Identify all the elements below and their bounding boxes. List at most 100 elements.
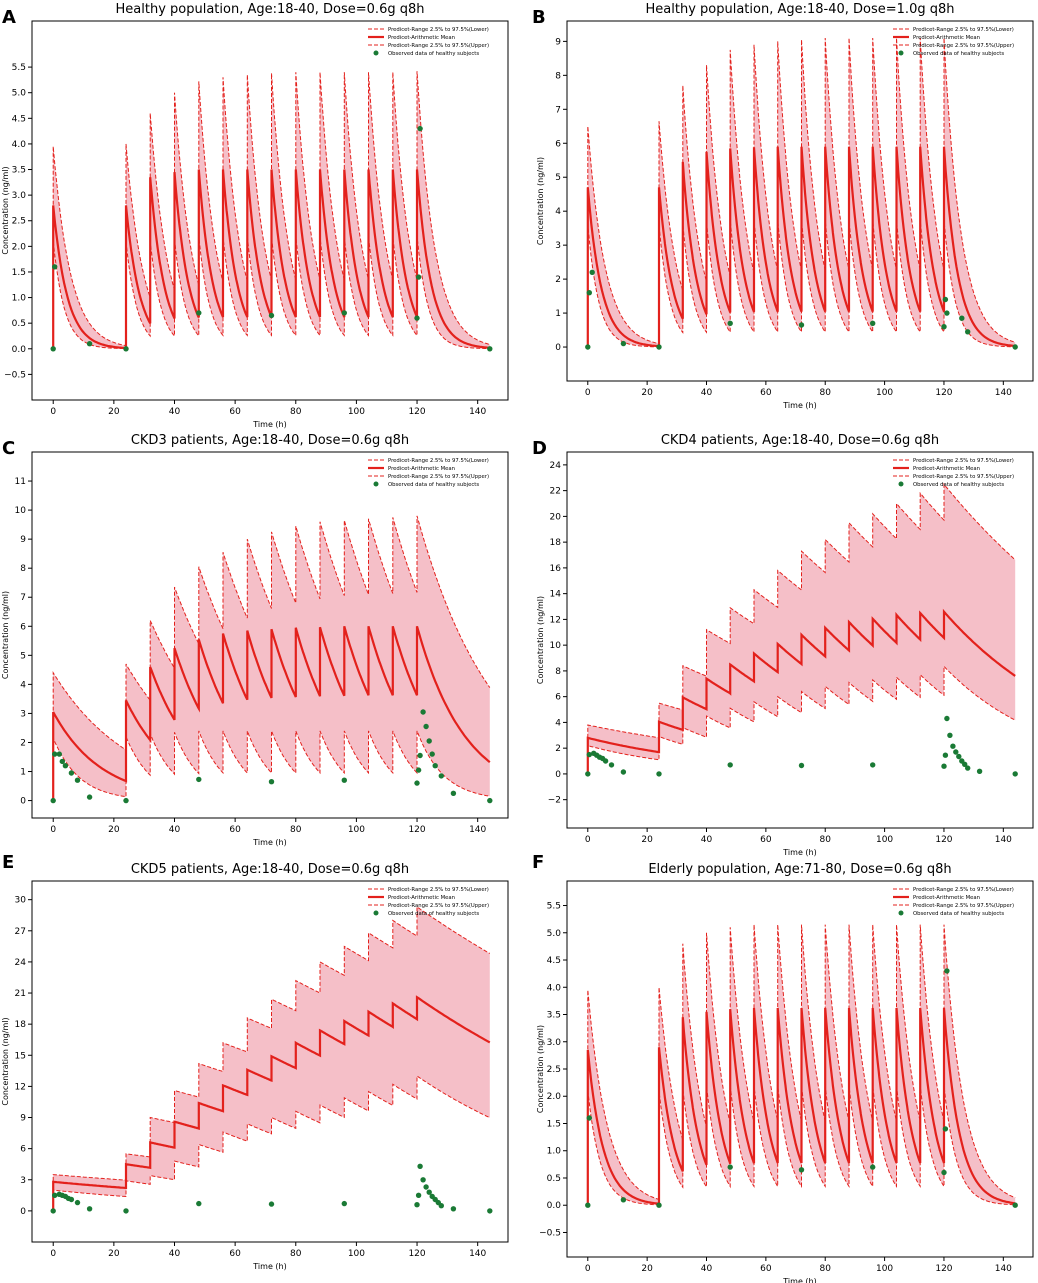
x-tick-label: 40 [169,1249,181,1259]
chart-title: CKD3 patients, Age:18-40, Dose=0.6g q8h [131,433,409,448]
series-mean [586,608,1016,774]
chart-title: Healthy population, Age:18-40, Dose=1.0g… [646,2,955,17]
observed-point [417,752,423,759]
observed-point [417,125,423,132]
y-tick-label: 10 [15,506,27,516]
observed-point [268,779,275,785]
y-tick-label: 7 [20,593,26,603]
observed-point [423,1184,429,1190]
observed-point [426,738,432,744]
y-tick-label: 5 [20,651,26,661]
y-tick-label: 10 [550,641,562,651]
observed-point [123,1208,129,1214]
y-tick-label: 0 [555,770,561,780]
x-tick-label: 60 [760,388,772,398]
legend-label-observed: Observed data of healthy subjects [913,911,1004,917]
legend-label-mean: Predicet-Arithmetic Mean [913,35,980,41]
x-tick-label: 120 [408,1249,425,1259]
observed-point [944,968,950,974]
x-axis-label: Time (h) [252,420,286,429]
legend-label-observed: Observed data of healthy subjects [388,482,479,488]
observed-point [52,751,58,757]
y-tick-label: 5.5 [547,902,561,912]
observed-point [420,1177,426,1183]
legend-label-observed: Observed data of healthy subjects [913,482,1004,488]
x-tick-label: 80 [290,1249,302,1259]
legend-label-lower: Predicet-Range 2.5% to 97.5%(Lower) [388,458,489,464]
y-tick-label: 11 [15,477,26,487]
chart-title: CKD5 patients, Age:18-40, Dose=0.6g q8h [131,862,409,877]
observed-point [417,1163,423,1170]
y-tick-label: 2.0 [547,1092,562,1102]
x-tick-label: 0 [585,835,591,845]
observed-point [52,1192,58,1199]
y-tick-label: −0.5 [539,1228,561,1238]
observed-point [870,1164,876,1170]
legend: Predicet-Range 2.5% to 97.5%(Lower) Predi… [893,887,1014,917]
observed-point [50,1208,56,1214]
observed-point [432,763,438,769]
legend-label-upper: Predicet-Range 2.5% to 97.5%(Upper) [388,43,489,49]
legend-label-lower: Predicet-Range 2.5% to 97.5%(Lower) [388,887,489,893]
y-tick-label: 3.0 [547,1038,562,1048]
panel-letter: B [532,7,546,28]
x-axis-label: Time (h) [782,848,816,857]
observed-point [450,1206,457,1212]
observed-point [585,771,591,777]
y-tick-label: 2 [555,744,561,754]
y-tick-label: 6 [555,139,561,149]
x-tick-label: 120 [408,825,425,835]
series-upper [587,482,1016,774]
observed-point [589,269,595,275]
observed-point [956,753,962,760]
x-axis-label: Time (h) [252,838,286,847]
y-tick-label: 4 [555,207,561,217]
observed-point [585,1202,591,1208]
y-axis-label: Concentration (ng/ml) [536,157,545,245]
x-tick-label: 0 [585,1264,591,1274]
y-tick-label: 30 [15,896,27,906]
observed-point [941,1169,947,1176]
observed-point [608,762,615,768]
legend-label-lower: Predicet-Range 2.5% to 97.5%(Lower) [388,27,489,33]
legend-label-lower: Predicet-Range 2.5% to 97.5%(Lower) [913,887,1014,893]
panel-b: 0 20 40 60 80 100 120 140 0 1 2 3 4 5 6 7 8 9 Time (h) Conc… [532,2,1034,410]
x-tick-label: 100 [876,835,893,845]
observed-point [62,763,69,769]
observed-point [450,790,457,796]
y-tick-label: 3.5 [12,166,26,176]
y-tick-label: 4.0 [547,983,562,993]
prediction-band [587,484,1016,774]
observed-point [620,769,627,775]
series-lower [52,236,490,350]
observed-point [941,324,947,330]
legend-marker-observed [898,481,904,487]
y-tick-label: 2 [555,275,561,285]
y-tick-label: 8 [20,564,26,574]
y-tick-label: 2.5 [12,217,26,227]
y-tick-label: 27 [15,927,26,937]
y-tick-label: 0.5 [547,1174,561,1184]
legend-label-mean: Predicet-Arithmetic Mean [913,466,980,472]
observed-point [656,344,662,350]
y-tick-label: 3.5 [547,1011,561,1021]
y-tick-label: 6 [555,693,561,703]
panel-letter: E [2,852,14,873]
x-tick-label: 0 [50,407,56,417]
x-tick-label: 40 [169,825,181,835]
series-mean [52,995,491,1211]
observed-point [586,751,592,758]
y-tick-label: 0 [20,1207,26,1217]
observed-point [727,1164,733,1170]
observed-point [870,320,876,326]
observed-point [414,780,420,786]
y-tick-label: 18 [15,1020,27,1030]
x-tick-label: 140 [469,1249,486,1259]
observed-point [959,315,965,321]
x-tick-label: 20 [108,1249,120,1259]
observed-point [56,751,62,757]
y-tick-label: 16 [550,564,562,574]
panel-letter: C [2,438,15,459]
x-tick-label: 20 [641,835,653,845]
